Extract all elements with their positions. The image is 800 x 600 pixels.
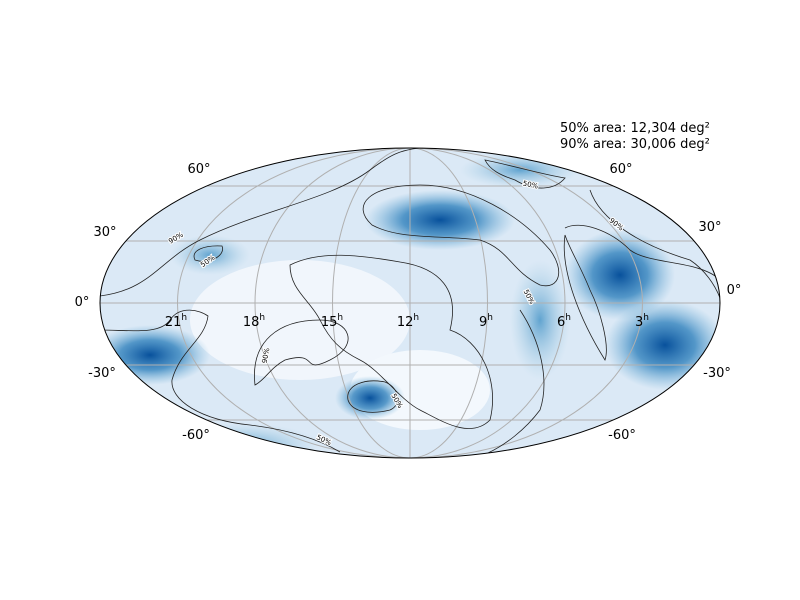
ra-label: 12h — [397, 313, 419, 330]
map-frame — [99, 147, 721, 459]
ra-unit: h — [565, 313, 571, 323]
ra-hour: 18 — [243, 315, 260, 330]
ra-unit: h — [487, 313, 493, 323]
dec-label: 30° — [93, 225, 116, 240]
dec-label: -30° — [703, 366, 731, 381]
dec-label: -30° — [88, 366, 116, 381]
ra-hour: 21 — [165, 315, 182, 330]
ra-hour: 3 — [635, 315, 643, 330]
dec-label: 0° — [727, 283, 742, 298]
ra-unit: h — [259, 313, 265, 323]
ra-hour: 12 — [397, 315, 414, 330]
ra-hour: 9 — [479, 315, 487, 330]
contours — [100, 148, 720, 454]
ra-label: 3h — [635, 313, 649, 330]
dec-label: 0° — [75, 295, 90, 310]
ra-label: 18h — [243, 313, 265, 330]
dec-label: 30° — [698, 220, 721, 235]
dec-label: 60° — [609, 162, 632, 177]
dec-labels-left: 60° 30° 0° -30° -60° — [75, 162, 211, 443]
ra-label: 21h — [165, 313, 187, 330]
contour-label: 90% — [261, 347, 272, 364]
ra-hour: 6 — [557, 315, 565, 330]
ra-unit: h — [643, 313, 649, 323]
dec-label: -60° — [608, 428, 636, 443]
ra-label: 15h — [321, 313, 343, 330]
dec-label: 60° — [187, 162, 210, 177]
ra-unit: h — [181, 313, 187, 323]
ra-label: 9h — [479, 313, 493, 330]
ra-label: 6h — [557, 313, 571, 330]
ra-unit: h — [337, 313, 343, 323]
ra-labels: 21h 18h 15h 12h 9h 6h 3h — [165, 313, 649, 330]
dec-label: -60° — [182, 428, 210, 443]
ra-hour: 15 — [321, 315, 338, 330]
ra-unit: h — [413, 313, 419, 323]
area-90-annotation: 90% area: 30,006 deg² — [560, 137, 710, 152]
graticule — [100, 148, 720, 458]
dec-labels-right: 60° 30° 0° -30° -60° — [608, 162, 741, 443]
area-50-annotation: 50% area: 12,304 deg² — [560, 121, 710, 136]
